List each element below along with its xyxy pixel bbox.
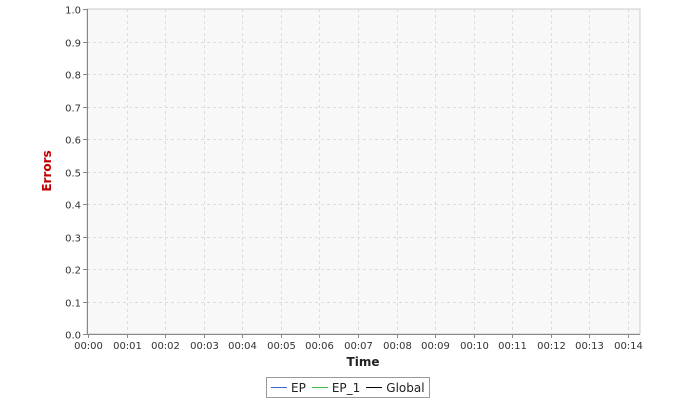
x-tick-label: 00:03 [190, 341, 219, 352]
legend: EP EP_1 Global [266, 377, 430, 398]
axis-layer: 0.0 0.1 0.2 0.3 0.4 0.5 0.6 0.7 0.8 0.9 1.0 00:00 00… [65, 6, 643, 353]
x-tick-label: 00:14 [614, 341, 643, 352]
x-tick-label: 00:08 [383, 341, 412, 352]
y-tick-label: 0.2 [65, 266, 81, 277]
x-axis-title: Time [347, 355, 380, 369]
x-tick-label: 00:00 [74, 341, 103, 352]
y-tick-label: 1.0 [65, 6, 81, 17]
x-tick-label: 00:06 [305, 341, 334, 352]
x-tick-label: 00:02 [151, 341, 180, 352]
legend-label: EP [291, 380, 306, 395]
legend-item: Global [366, 380, 425, 395]
y-tick-label: 0.1 [65, 299, 81, 310]
y-tick-label: 0.6 [65, 136, 81, 147]
y-tick-label: 0.5 [65, 169, 81, 180]
x-tick-label: 00:13 [575, 341, 604, 352]
legend-swatch [366, 387, 383, 388]
y-axis-title: Errors [40, 150, 54, 191]
x-tick-label: 00:09 [421, 341, 450, 352]
legend-item: EP [271, 381, 306, 395]
x-tick-label: 00:10 [460, 341, 489, 352]
legend-swatch [311, 387, 328, 388]
x-tick-label: 00:12 [537, 341, 566, 352]
y-tick-label: 0.3 [65, 234, 81, 245]
y-tick-label: 0.0 [65, 331, 81, 342]
legend-label: EP_1 [331, 380, 361, 395]
y-tick-label: 0.4 [65, 201, 81, 212]
x-tick-label: 00:05 [267, 341, 296, 352]
y-tick-label: 0.8 [65, 71, 81, 82]
legend-swatch [271, 387, 287, 388]
x-tick-label: 00:04 [228, 341, 257, 352]
y-tick-label: 0.9 [65, 39, 81, 50]
grid-layer [87, 9, 640, 334]
y-tick-label: 0.7 [65, 104, 81, 115]
x-tick-label: 00:01 [113, 341, 142, 352]
x-tick-label: 00:11 [498, 341, 527, 352]
legend-label: Global [386, 380, 425, 395]
legend-item: EP_1 [311, 380, 361, 395]
x-tick-label: 00:07 [344, 341, 373, 352]
plot-area [86, 8, 641, 335]
